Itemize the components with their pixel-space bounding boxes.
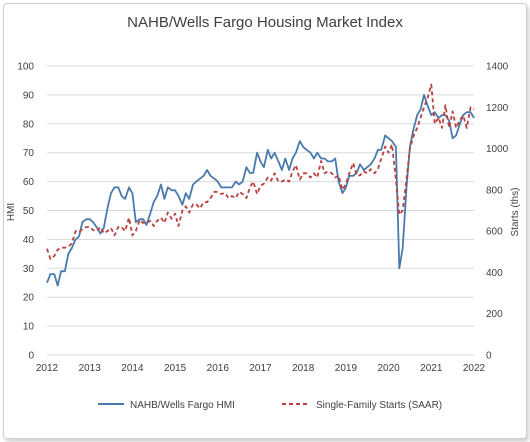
y-tick-label: 0 [28,351,34,362]
series-line-hmi [46,94,475,287]
y2-tick-label: 600 [486,227,503,238]
y-tick-label: 70 [23,148,35,159]
y-tick-label: 10 [23,322,35,333]
y2-tick-label: 1000 [486,144,509,155]
y2-tick-label: 1400 [486,62,509,73]
x-axis-ticks: 2012 2013 2014 2015 2016 2017 2018 2019 2020 2021… [36,363,486,374]
y2-tick-label: 800 [486,185,503,196]
y-tick-label: 80 [23,119,35,130]
y-axis-left-ticks: 0 10 20 30 40 50 60 70 80 90 100 [17,62,34,362]
y2-tick-label: 0 [486,351,492,362]
x-tick-label: 2015 [164,363,187,374]
x-tick-label: 2020 [377,363,400,374]
y-tick-label: 100 [17,62,34,73]
chart-title: NAHB/Wells Fargo Housing Market Index [127,14,403,31]
x-tick-label: 2013 [79,363,102,374]
y-tick-label: 30 [23,264,35,275]
chart-frame [3,3,527,439]
y2-tick-label: 200 [486,309,503,320]
x-tick-label: 2021 [420,363,443,374]
x-tick-label: 2022 [463,363,486,374]
gridlines [47,65,474,356]
y-axis-right-ticks: 0 200 400 600 800 1000 1200 1400 [486,62,509,362]
legend: NAHB/Wells Fargo HMI Single-Family Start… [98,400,442,411]
y-tick-label: 40 [23,235,35,246]
legend-label-hmi: NAHB/Wells Fargo HMI [130,400,235,411]
legend-label-starts: Single-Family Starts (SAAR) [316,400,442,411]
x-tick-label: 2019 [335,363,358,374]
y-tick-label: 90 [23,90,35,101]
x-tick-label: 2018 [292,363,315,374]
x-tick-label: 2014 [121,363,144,374]
y-axis-right-label: Starts (ths) [510,188,521,237]
y-tick-label: 20 [23,293,35,304]
series-line-starts [46,83,475,260]
series-lines [46,83,475,287]
x-tick-label: 2016 [207,363,230,374]
x-tick-label: 2017 [249,363,272,374]
y2-tick-label: 400 [486,268,503,279]
x-tick-label: 2012 [36,363,59,374]
y2-tick-label: 1200 [486,103,509,114]
y-tick-label: 50 [23,206,35,217]
y-axis-left-label: HMI [6,203,17,221]
y-tick-label: 60 [23,177,35,188]
